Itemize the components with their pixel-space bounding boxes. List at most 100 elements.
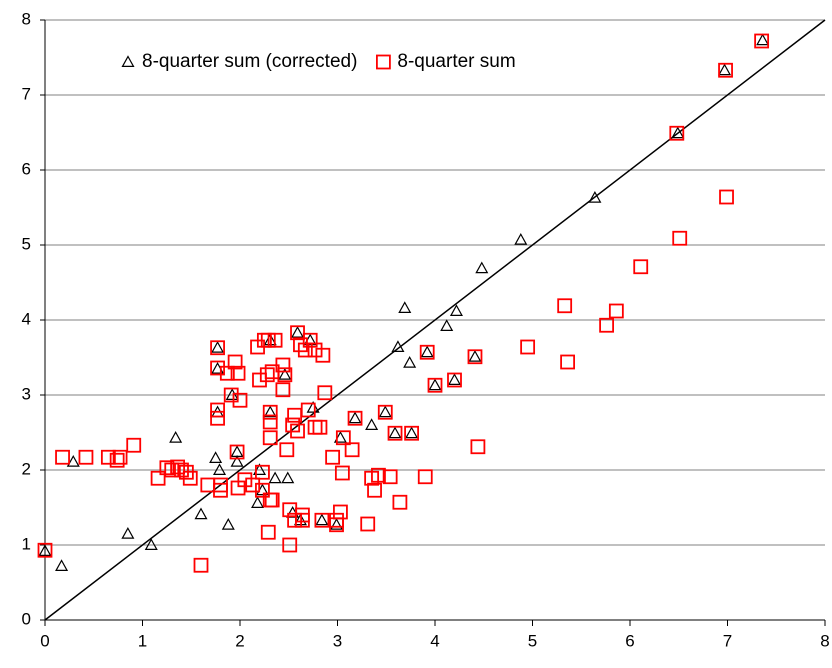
square-marker xyxy=(170,459,186,475)
triangle-marker xyxy=(514,233,528,245)
triangle-marker xyxy=(306,401,320,413)
square-marker xyxy=(267,332,283,348)
triangle-marker xyxy=(66,455,80,467)
x-tick-label: 1 xyxy=(138,631,147,650)
square-marker xyxy=(557,298,573,314)
square-marker xyxy=(360,516,376,532)
y-tick-label: 4 xyxy=(22,309,31,328)
triangle-marker xyxy=(671,126,685,139)
x-tick-label: 4 xyxy=(430,631,439,650)
square-marker xyxy=(210,340,225,356)
square-marker xyxy=(419,344,435,360)
square-marker xyxy=(279,442,295,458)
square-marker xyxy=(608,303,624,319)
triangle-marker xyxy=(468,350,482,362)
square-marker xyxy=(55,449,70,465)
square-marker xyxy=(210,410,225,426)
square-marker xyxy=(259,367,275,383)
square-marker xyxy=(227,354,243,370)
triangle-marker xyxy=(194,507,208,520)
square-marker xyxy=(317,385,333,401)
square-marker xyxy=(245,477,261,493)
triangle-marker xyxy=(365,418,379,430)
square-marker xyxy=(282,537,298,553)
square-marker xyxy=(290,325,305,341)
triangle-marker xyxy=(756,33,770,46)
square-marker xyxy=(669,125,685,141)
square-marker xyxy=(387,425,403,441)
square-marker xyxy=(262,430,278,446)
square-marker xyxy=(275,357,291,373)
triangle-marker xyxy=(263,405,277,418)
triangle-marker xyxy=(449,304,463,316)
reference-line xyxy=(44,19,826,621)
square-marker xyxy=(347,410,363,426)
triangle-marker xyxy=(121,527,135,539)
square-marker xyxy=(300,402,316,418)
square-marker xyxy=(255,464,270,480)
square-marker xyxy=(275,382,291,398)
square-marker xyxy=(232,392,248,408)
square-marker xyxy=(109,452,125,468)
x-tick-label: 8 xyxy=(820,631,829,650)
square-marker xyxy=(210,360,225,376)
square-marker xyxy=(672,230,688,246)
square-marker xyxy=(312,419,328,435)
triangle-marker xyxy=(330,518,344,530)
triangle-marker xyxy=(378,405,392,418)
square-marker xyxy=(376,54,391,70)
x-tick-label: 7 xyxy=(723,631,732,650)
square-marker xyxy=(382,469,398,485)
triangle-marker xyxy=(169,431,183,443)
square-marker xyxy=(367,482,382,498)
legend-label: 8-quarter sum (corrected) xyxy=(142,51,357,72)
square-marker xyxy=(210,402,225,418)
square-marker xyxy=(302,332,318,348)
square-marker xyxy=(219,365,235,381)
square-marker xyxy=(377,404,393,420)
square-marker xyxy=(264,492,280,508)
square-marker xyxy=(470,439,486,455)
square-marker xyxy=(560,354,575,370)
y-tick-label: 2 xyxy=(22,459,31,478)
legend-label: 8-quarter sum xyxy=(397,51,515,72)
y-tick-label: 8 xyxy=(22,9,31,28)
triangle-marker xyxy=(209,451,223,463)
square-marker xyxy=(223,387,239,403)
triangle-marker xyxy=(144,538,158,550)
square-marker xyxy=(252,372,267,388)
triangle-marker xyxy=(388,426,402,439)
x-tick-label: 6 xyxy=(625,631,634,650)
triangle-marker xyxy=(38,544,52,556)
x-tick-label: 5 xyxy=(528,631,537,650)
square-marker xyxy=(229,444,245,460)
triangle-marker xyxy=(278,368,292,380)
square-marker xyxy=(315,347,331,363)
x-tick-label: 3 xyxy=(333,631,342,650)
square-marker xyxy=(255,482,270,498)
square-marker xyxy=(262,404,278,420)
square-marker xyxy=(520,339,536,355)
triangle-marker xyxy=(398,301,412,313)
square-marker xyxy=(392,494,408,510)
square-marker xyxy=(293,337,308,353)
x-tick-label: 0 xyxy=(40,631,49,650)
square-marker xyxy=(213,482,228,498)
square-marker xyxy=(297,342,313,358)
square-marker xyxy=(260,524,276,540)
square-marker xyxy=(237,472,253,488)
y-tick-label: 1 xyxy=(22,534,31,553)
triangle-marker xyxy=(213,463,227,475)
y-tick-label: 0 xyxy=(22,609,31,628)
triangle-marker xyxy=(315,513,329,526)
square-marker xyxy=(754,33,770,49)
square-marker xyxy=(404,425,420,441)
triangle-marker xyxy=(718,63,732,76)
square-marker xyxy=(335,430,351,446)
triangle-marker xyxy=(281,471,295,484)
triangle-marker xyxy=(348,411,362,424)
triangle-marker xyxy=(291,326,305,338)
triangle-marker xyxy=(440,319,454,331)
square-marker xyxy=(417,469,433,485)
triangle-marker xyxy=(268,471,282,484)
